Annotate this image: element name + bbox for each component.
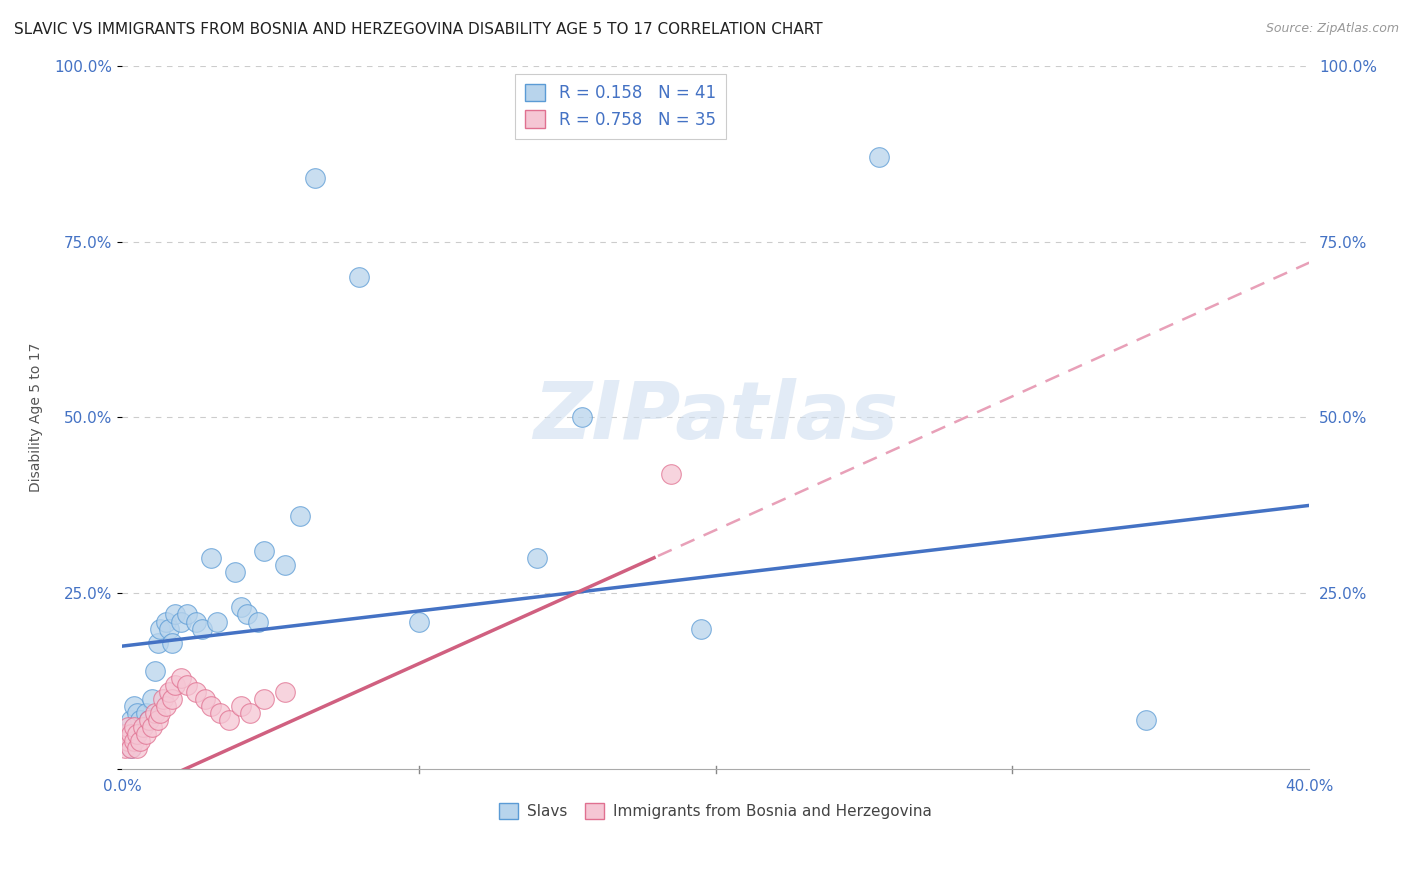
Point <box>149 622 172 636</box>
Text: Source: ZipAtlas.com: Source: ZipAtlas.com <box>1265 22 1399 36</box>
Point <box>114 741 136 756</box>
Point <box>122 734 145 748</box>
Point <box>194 692 217 706</box>
Point <box>408 615 430 629</box>
Point <box>122 720 145 734</box>
Point <box>288 508 311 523</box>
Text: SLAVIC VS IMMIGRANTS FROM BOSNIA AND HERZEGOVINA DISABILITY AGE 5 TO 17 CORRELAT: SLAVIC VS IMMIGRANTS FROM BOSNIA AND HER… <box>14 22 823 37</box>
Legend: Slavs, Immigrants from Bosnia and Herzegovina: Slavs, Immigrants from Bosnia and Herzeg… <box>494 797 938 825</box>
Point <box>138 713 160 727</box>
Point <box>143 664 166 678</box>
Point <box>120 741 142 756</box>
Point <box>155 615 177 629</box>
Point <box>120 727 142 741</box>
Point <box>146 635 169 649</box>
Point <box>253 692 276 706</box>
Point <box>205 615 228 629</box>
Point <box>868 150 890 164</box>
Point <box>117 727 139 741</box>
Point <box>200 698 222 713</box>
Point <box>138 713 160 727</box>
Point <box>176 678 198 692</box>
Point <box>176 607 198 622</box>
Point <box>141 720 163 734</box>
Point <box>235 607 257 622</box>
Point <box>149 706 172 720</box>
Point <box>146 713 169 727</box>
Point <box>125 727 148 741</box>
Point <box>114 734 136 748</box>
Point <box>184 615 207 629</box>
Point <box>120 713 142 727</box>
Point <box>238 706 260 720</box>
Y-axis label: Disability Age 5 to 17: Disability Age 5 to 17 <box>30 343 44 492</box>
Point <box>122 698 145 713</box>
Point <box>184 685 207 699</box>
Point <box>165 607 187 622</box>
Text: ZIPatlas: ZIPatlas <box>533 378 898 457</box>
Point <box>170 615 193 629</box>
Point <box>128 713 150 727</box>
Point <box>218 713 240 727</box>
Point <box>349 269 371 284</box>
Point <box>304 171 326 186</box>
Point <box>128 734 150 748</box>
Point <box>122 720 145 734</box>
Point <box>152 692 174 706</box>
Point <box>170 671 193 685</box>
Point <box>162 635 184 649</box>
Point <box>229 698 252 713</box>
Point <box>1135 713 1157 727</box>
Point <box>208 706 231 720</box>
Point <box>689 622 711 636</box>
Point <box>135 706 157 720</box>
Point <box>157 622 180 636</box>
Point <box>117 720 139 734</box>
Point <box>162 692 184 706</box>
Point <box>125 727 148 741</box>
Point <box>141 692 163 706</box>
Point <box>143 706 166 720</box>
Point <box>659 467 682 481</box>
Point <box>247 615 270 629</box>
Point <box>165 678 187 692</box>
Point <box>526 551 548 566</box>
Point <box>200 551 222 566</box>
Point <box>155 698 177 713</box>
Point <box>229 600 252 615</box>
Point <box>157 685 180 699</box>
Point <box>114 727 136 741</box>
Point <box>117 734 139 748</box>
Point <box>191 622 214 636</box>
Point <box>125 706 148 720</box>
Point <box>571 410 593 425</box>
Point <box>131 720 153 734</box>
Point <box>224 566 246 580</box>
Point <box>131 720 153 734</box>
Point <box>120 741 142 756</box>
Point <box>274 685 297 699</box>
Point <box>274 558 297 573</box>
Point <box>253 544 276 558</box>
Point <box>125 741 148 756</box>
Point <box>135 727 157 741</box>
